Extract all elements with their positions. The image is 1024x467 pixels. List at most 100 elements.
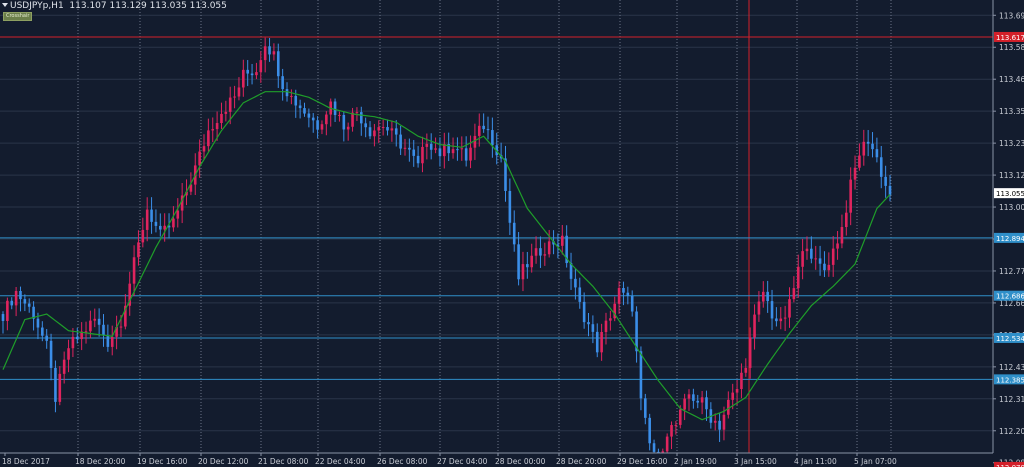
candle-body[interactable] xyxy=(635,311,638,352)
candle-body[interactable] xyxy=(285,89,289,97)
candle-body[interactable] xyxy=(373,130,376,137)
candle-body[interactable] xyxy=(207,130,210,147)
candle-body[interactable] xyxy=(753,314,756,338)
candle-body[interactable] xyxy=(818,258,822,264)
candle-body[interactable] xyxy=(237,87,241,97)
candle-body[interactable] xyxy=(604,320,608,332)
candle-body[interactable] xyxy=(530,255,534,268)
candle-body[interactable] xyxy=(268,46,271,55)
candle-body[interactable] xyxy=(338,114,341,116)
candle-body[interactable] xyxy=(805,248,809,252)
candle-body[interactable] xyxy=(250,73,254,76)
candle-body[interactable] xyxy=(477,125,481,136)
candle-body[interactable] xyxy=(744,367,748,373)
candle-body[interactable] xyxy=(228,97,232,112)
candle-body[interactable] xyxy=(670,425,673,437)
candle-body[interactable] xyxy=(211,129,215,131)
candle-body[interactable] xyxy=(644,398,647,418)
candle-body[interactable] xyxy=(359,112,363,124)
candle-body[interactable] xyxy=(648,417,651,444)
candle-body[interactable] xyxy=(307,113,311,118)
candle-body[interactable] xyxy=(6,300,9,321)
candle-body[interactable] xyxy=(547,241,551,255)
candle-body[interactable] xyxy=(377,127,381,131)
candle-body[interactable] xyxy=(460,148,464,150)
candle-body[interactable] xyxy=(582,301,586,323)
candle-body[interactable] xyxy=(351,112,354,127)
candle-body[interactable] xyxy=(355,112,359,114)
candle-body[interactable] xyxy=(438,148,442,157)
candle-body[interactable] xyxy=(534,248,538,256)
candle-body[interactable] xyxy=(1,314,5,321)
candle-body[interactable] xyxy=(124,305,127,327)
candle-body[interactable] xyxy=(443,144,446,157)
candle-body[interactable] xyxy=(853,167,857,180)
candle-body[interactable] xyxy=(560,235,564,246)
candle-body[interactable] xyxy=(761,291,765,302)
candle-body[interactable] xyxy=(858,155,861,168)
candle-body[interactable] xyxy=(731,392,734,400)
collapse-arrow-icon[interactable] xyxy=(2,3,8,7)
candle-body[interactable] xyxy=(595,331,599,353)
candle-body[interactable] xyxy=(263,46,267,61)
candle-body[interactable] xyxy=(705,397,708,410)
candle-body[interactable] xyxy=(110,336,114,347)
candle-body[interactable] xyxy=(10,300,14,306)
candle-body[interactable] xyxy=(128,283,132,306)
candle-body[interactable] xyxy=(748,337,752,368)
candle-body[interactable] xyxy=(862,141,866,156)
candle-body[interactable] xyxy=(766,291,769,302)
candle-body[interactable] xyxy=(259,60,263,73)
candle-body[interactable] xyxy=(14,291,18,306)
candle-body[interactable] xyxy=(150,209,153,222)
candle-body[interactable] xyxy=(543,254,547,256)
candle-body[interactable] xyxy=(145,209,149,230)
candle-body[interactable] xyxy=(451,149,455,154)
candle-body[interactable] xyxy=(849,179,852,213)
candle-body[interactable] xyxy=(678,409,682,425)
candle-body[interactable] xyxy=(700,397,704,403)
candle-body[interactable] xyxy=(823,263,826,271)
candle-body[interactable] xyxy=(54,367,57,402)
candle-body[interactable] xyxy=(364,123,367,128)
candle-body[interactable] xyxy=(294,95,298,106)
candle-body[interactable] xyxy=(657,451,660,453)
candle-body[interactable] xyxy=(600,331,603,353)
candle-body[interactable] xyxy=(727,399,730,415)
candle-body[interactable] xyxy=(801,251,804,267)
candle-body[interactable] xyxy=(788,299,791,318)
candle-body[interactable] xyxy=(281,76,284,90)
candle-body[interactable] xyxy=(233,96,236,98)
candle-body[interactable] xyxy=(888,185,892,195)
candle-body[interactable] xyxy=(565,235,568,264)
candle-body[interactable] xyxy=(556,244,560,246)
candle-body[interactable] xyxy=(456,149,459,151)
candle-body[interactable] xyxy=(526,264,529,268)
candle-body[interactable] xyxy=(521,264,525,280)
candle-body[interactable] xyxy=(62,359,66,374)
candle-body[interactable] xyxy=(539,248,542,256)
candle-body[interactable] xyxy=(412,149,416,156)
candle-body[interactable] xyxy=(80,331,83,340)
candle-body[interactable] xyxy=(102,324,105,336)
candle-body[interactable] xyxy=(469,147,472,161)
candle-body[interactable] xyxy=(215,123,219,130)
candle-body[interactable] xyxy=(486,129,490,131)
candle-body[interactable] xyxy=(276,51,280,77)
candle-body[interactable] xyxy=(159,225,162,230)
candle-body[interactable] xyxy=(617,287,621,304)
candle-body[interactable] xyxy=(692,394,695,401)
candle-body[interactable] xyxy=(272,51,276,55)
candle-body[interactable] xyxy=(141,229,145,243)
candle-body[interactable] xyxy=(49,340,53,368)
candle-body[interactable] xyxy=(866,141,870,144)
candle-body[interactable] xyxy=(298,105,302,109)
candle-body[interactable] xyxy=(434,148,437,150)
candle-body[interactable] xyxy=(403,147,407,149)
candle-body[interactable] xyxy=(198,151,201,166)
candle-body[interactable] xyxy=(255,72,258,76)
candle-body[interactable] xyxy=(814,258,818,260)
candle-body[interactable] xyxy=(831,248,835,265)
candle-body[interactable] xyxy=(578,287,582,302)
